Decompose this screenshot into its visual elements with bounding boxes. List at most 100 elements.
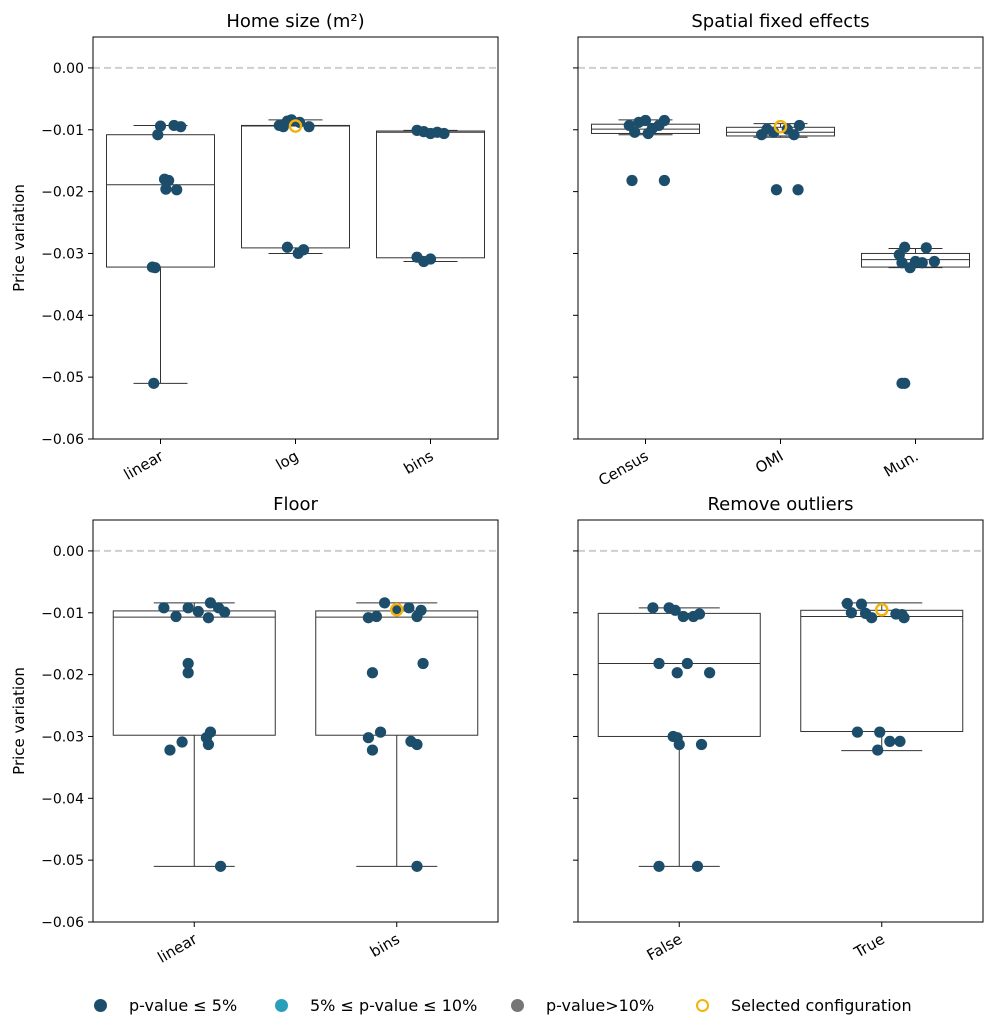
data-point <box>148 377 160 389</box>
axes-frame <box>92 519 499 923</box>
y-tick-label: −0.04 <box>41 308 84 324</box>
data-point <box>303 121 315 133</box>
data-point <box>928 255 941 268</box>
box-body <box>106 134 215 268</box>
data-point <box>899 377 911 389</box>
legend-label: 5% ≤ p-value ≤ 10% <box>310 995 478 1015</box>
data-point <box>653 657 665 670</box>
legend-item-sig10: 5% ≤ p-value ≤ 10% <box>275 990 477 1020</box>
box-body <box>376 130 485 259</box>
legend-item-selected: Selected configuration <box>696 990 912 1020</box>
y-tick-label: −0.04 <box>41 791 84 807</box>
data-point <box>415 604 427 616</box>
data-point <box>658 114 671 127</box>
y-tick-label: 0.00 <box>53 544 84 560</box>
x-tick-label: linear <box>121 446 167 483</box>
y-tick-label: 0.00 <box>53 61 84 77</box>
data-point <box>366 667 379 679</box>
box-bins <box>315 602 479 867</box>
data-point <box>391 604 403 616</box>
data-point <box>898 612 910 624</box>
chart-panel-3: 0.00 −0.01 −0.02 −0.03 −0.04 −0.05 −0.06 linear… <box>10 494 499 967</box>
data-point <box>219 606 231 618</box>
data-point <box>182 602 194 614</box>
data-point <box>793 119 806 132</box>
data-point <box>872 744 884 756</box>
chart-panel-4: False True Remove outliers <box>573 494 984 964</box>
x-tick-label: bins <box>401 447 437 478</box>
y-axis-label: Price variation <box>10 184 28 292</box>
data-point <box>164 744 176 756</box>
data-point <box>916 257 928 269</box>
data-point <box>182 667 194 679</box>
data-point <box>673 738 685 751</box>
data-point <box>866 612 878 624</box>
data-point <box>896 257 908 269</box>
chart-panel-2: Census OMI Mun. Spatial fixed effects <box>573 11 984 490</box>
data-point <box>704 667 716 679</box>
legend-label: p-value>10% <box>546 995 655 1015</box>
data-point <box>202 612 215 624</box>
nonsig-dot-icon <box>511 998 524 1012</box>
data-point <box>362 732 374 744</box>
data-point <box>671 667 683 679</box>
data-point <box>855 598 868 610</box>
y-tick-label: −0.06 <box>41 432 84 448</box>
data-point <box>770 184 783 196</box>
data-point <box>417 657 429 670</box>
chart-title: Home size (m²) <box>226 11 364 32</box>
data-point <box>152 129 164 141</box>
chart-title: Spatial fixed effects <box>691 11 869 32</box>
y-tick-label: −0.02 <box>41 668 84 684</box>
data-point <box>629 126 641 138</box>
data-point <box>669 604 681 616</box>
data-point <box>403 602 415 614</box>
selected-configuration-marker <box>874 602 889 617</box>
legend-label: p-value ≤ 5% <box>129 995 238 1015</box>
data-point <box>160 183 172 195</box>
legend: p-value ≤ 5% 5% ≤ p-value ≤ 10% p-value>… <box>0 990 996 1020</box>
data-point <box>154 120 167 132</box>
figure: 0.00 −0.01 −0.02 −0.03 −0.04 −0.05 −0.06 linear… <box>10 11 984 967</box>
data-point <box>163 174 175 187</box>
data-point <box>792 184 804 196</box>
data-point <box>691 860 704 872</box>
data-point <box>149 262 161 274</box>
data-point <box>884 735 896 748</box>
data-point <box>695 738 708 751</box>
box-bins <box>376 129 485 263</box>
legend-label: Selected configuration <box>731 995 912 1015</box>
data-point <box>366 744 379 756</box>
data-point <box>176 736 188 748</box>
data-point <box>281 241 293 253</box>
data-point <box>374 726 387 738</box>
box-linear <box>112 602 276 867</box>
x-tick-label: bins <box>367 930 403 961</box>
box-body <box>800 609 964 733</box>
selected-ring-icon <box>696 998 709 1012</box>
axes-frame <box>577 519 984 923</box>
data-point <box>424 253 437 265</box>
data-point <box>438 127 450 140</box>
box-log <box>241 119 350 254</box>
data-point <box>639 114 652 127</box>
data-point <box>658 174 671 187</box>
y-tick-label: −0.02 <box>41 185 84 201</box>
selected-configuration-marker <box>288 119 303 133</box>
y-tick-label: −0.01 <box>41 123 84 139</box>
y-tick-label: −0.05 <box>41 370 84 386</box>
box-OMI <box>726 123 835 138</box>
box-body <box>726 126 835 137</box>
box-linear <box>106 124 215 384</box>
data-point <box>182 657 194 670</box>
data-point <box>202 738 215 751</box>
data-point <box>170 610 182 623</box>
data-point <box>920 242 932 254</box>
data-point <box>841 597 853 610</box>
data-point <box>158 602 170 614</box>
data-point <box>693 608 706 620</box>
x-tick-label: log <box>273 447 302 474</box>
x-tick-label: Census <box>595 447 651 490</box>
x-tick-label: linear <box>154 929 200 966</box>
data-point <box>204 597 217 609</box>
